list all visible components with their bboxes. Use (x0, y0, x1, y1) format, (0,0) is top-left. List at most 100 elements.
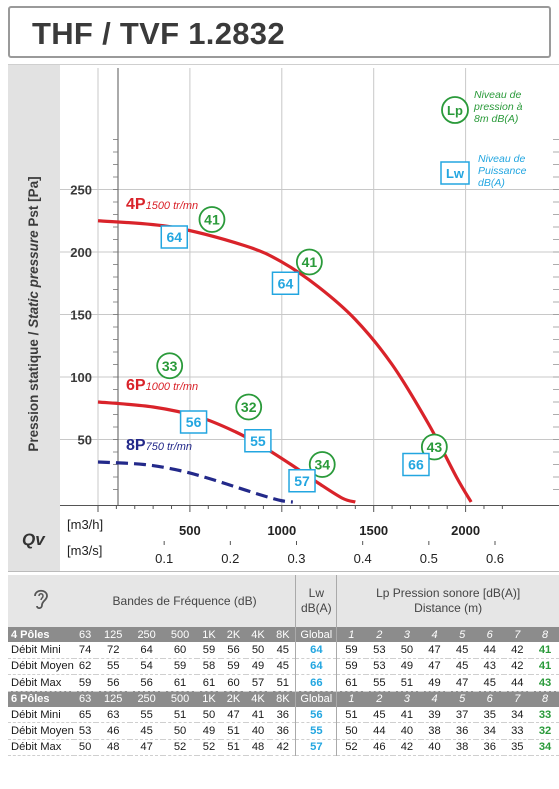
lp-value: 35 (503, 739, 532, 757)
lp-value: 45 (448, 658, 476, 676)
lp-value: 44 (475, 642, 504, 659)
section-col-header: 63 (73, 627, 97, 643)
chart-area: 250 200 150 100 50 Pression statique / Stati… (8, 64, 559, 505)
band-value: 59 (73, 674, 97, 692)
band-value: 45 (270, 658, 296, 676)
section-col-header: 2 (365, 627, 394, 643)
global-lw-value: 57 (295, 739, 337, 757)
section-col-header: 8K (270, 627, 296, 643)
global-lw-value: 66 (295, 674, 337, 692)
lw-marker-box (288, 469, 316, 493)
section-col-header: 250 (129, 691, 164, 707)
section-label: 6 Pôles (8, 691, 74, 707)
section-col-header: 8 (531, 627, 559, 643)
x-tick-m3h: 500 (179, 523, 201, 538)
lp-value: 50 (336, 722, 366, 740)
lp-header: Lp Pression sonore [dB(A)] Distance (m) (336, 575, 559, 627)
lp-value: 49 (420, 674, 449, 692)
lp-value: 47 (448, 674, 476, 692)
lw-marker-value: 56 (186, 414, 202, 430)
y-tick-label: 250 (70, 183, 92, 198)
band-value: 36 (270, 706, 296, 724)
band-value: 50 (196, 706, 222, 724)
lp-marker-circle (308, 451, 336, 478)
section-col-header: 8 (531, 691, 559, 707)
section-col-header: 2K (221, 691, 246, 707)
section-col-header: 4K (245, 627, 271, 643)
legend-lp-text: pression à (473, 101, 523, 113)
section-col-header: 2K (221, 627, 246, 643)
table-row: Débit Moyen 62 55 54 59 58 59 49 45 64 59 53 49 47 45 4… (8, 658, 559, 676)
lw-marker-value: 64 (166, 229, 182, 245)
lp-marker-circle (295, 248, 323, 276)
global-lw-value: 64 (295, 642, 337, 659)
band-value: 47 (129, 739, 164, 757)
lp-value: 34 (475, 722, 504, 740)
lp-value: 42 (393, 739, 421, 757)
lp-value: 59 (336, 642, 366, 659)
x-tick-m3h: 1000 (267, 523, 296, 538)
series-label-6P: 6P1000 tr/mn (126, 377, 198, 394)
section-header-row: 4 Pôles 63 125 250 500 1K 2K 4K 8K Global 1 2 3 4 5 6 7 8 (8, 627, 559, 643)
lp8-value: 32 (531, 722, 559, 740)
lp-marker-value: 34 (314, 457, 330, 473)
band-value: 74 (73, 642, 97, 659)
legend-lw-symbol-text: Lw (446, 166, 465, 181)
lp-value: 36 (448, 722, 476, 740)
lw-marker-box (271, 271, 300, 295)
lp-value: 53 (365, 642, 394, 659)
band-value: 52 (163, 739, 197, 757)
series-speed: 1500 tr/mn (146, 200, 199, 212)
lp-value: 42 (503, 658, 532, 676)
x-unit-m3h: [m3/h] (67, 517, 103, 532)
global-lw-value: 64 (295, 658, 337, 676)
lw-marker-value: 55 (250, 433, 266, 449)
band-value: 41 (245, 706, 271, 724)
y-tick-label: 150 (70, 308, 92, 323)
lp-value: 38 (420, 722, 449, 740)
series-labels: 4P1500 tr/mn 6P1000 tr/mn 8P750 tr/mn (126, 196, 198, 454)
section-col-header: 3 (393, 627, 421, 643)
band-value: 55 (129, 706, 164, 724)
markers: 41 41 33 32 43 34 64 64 56 55 66 57 (156, 206, 448, 493)
series-name: 8P (126, 437, 146, 454)
lp-value: 49 (393, 658, 421, 676)
band-value: 65 (73, 706, 97, 724)
y-axis-strip (8, 64, 60, 505)
lp-value: 40 (420, 739, 449, 757)
band-value: 51 (163, 706, 197, 724)
section-col-header: 4 (420, 691, 449, 707)
band-value: 50 (163, 722, 197, 740)
lp-value: 45 (475, 674, 504, 692)
lp-marker-value: 32 (241, 399, 257, 415)
lp-value: 44 (503, 674, 532, 692)
section-header-row: 6 Pôles 63 125 250 500 1K 2K 4K 8K Global 1 2 3 4 5 6 7 8 (8, 691, 559, 707)
row-label: Débit Max (8, 739, 74, 757)
table-row: Débit Max 59 56 56 61 61 60 57 51 66 61 55 51 49 47 45 4… (8, 674, 559, 692)
band-value: 45 (129, 722, 164, 740)
band-value: 40 (245, 722, 271, 740)
section-col-header: 5 (448, 627, 476, 643)
band-value: 55 (96, 658, 130, 676)
section-col-header: 250 (129, 627, 164, 643)
lp-marker-circle (156, 352, 184, 380)
band-value: 61 (163, 674, 197, 692)
section-col-header: 6 (475, 691, 504, 707)
band-value: 60 (221, 674, 246, 692)
lp-marker-value: 41 (302, 254, 318, 270)
table-row: Débit Moyen 53 46 45 50 49 51 40 36 55 50 44 40 38 36 3… (8, 722, 559, 740)
lp-value: 42 (503, 642, 532, 659)
table-row: Débit Max 50 48 47 52 52 51 48 42 57 52 46 42 40 38 36 3… (8, 739, 559, 757)
band-value: 48 (96, 739, 130, 757)
band-value: 61 (196, 674, 222, 692)
section-label: 4 Pôles (8, 627, 74, 643)
y-tick-label: 100 (70, 370, 92, 385)
legend-lw-text: Puissance (478, 165, 527, 177)
series-name: 4P (126, 196, 146, 213)
lp-value: 51 (393, 674, 421, 692)
qv-ticks: 500 1000 1500 2000 0.1 0.2 0.3 0.4 0.5 0.6 (97, 505, 504, 566)
band-value: 45 (270, 642, 296, 659)
section-col-header: 7 (503, 627, 532, 643)
band-value: 42 (270, 739, 296, 757)
band-value: 56 (96, 674, 130, 692)
